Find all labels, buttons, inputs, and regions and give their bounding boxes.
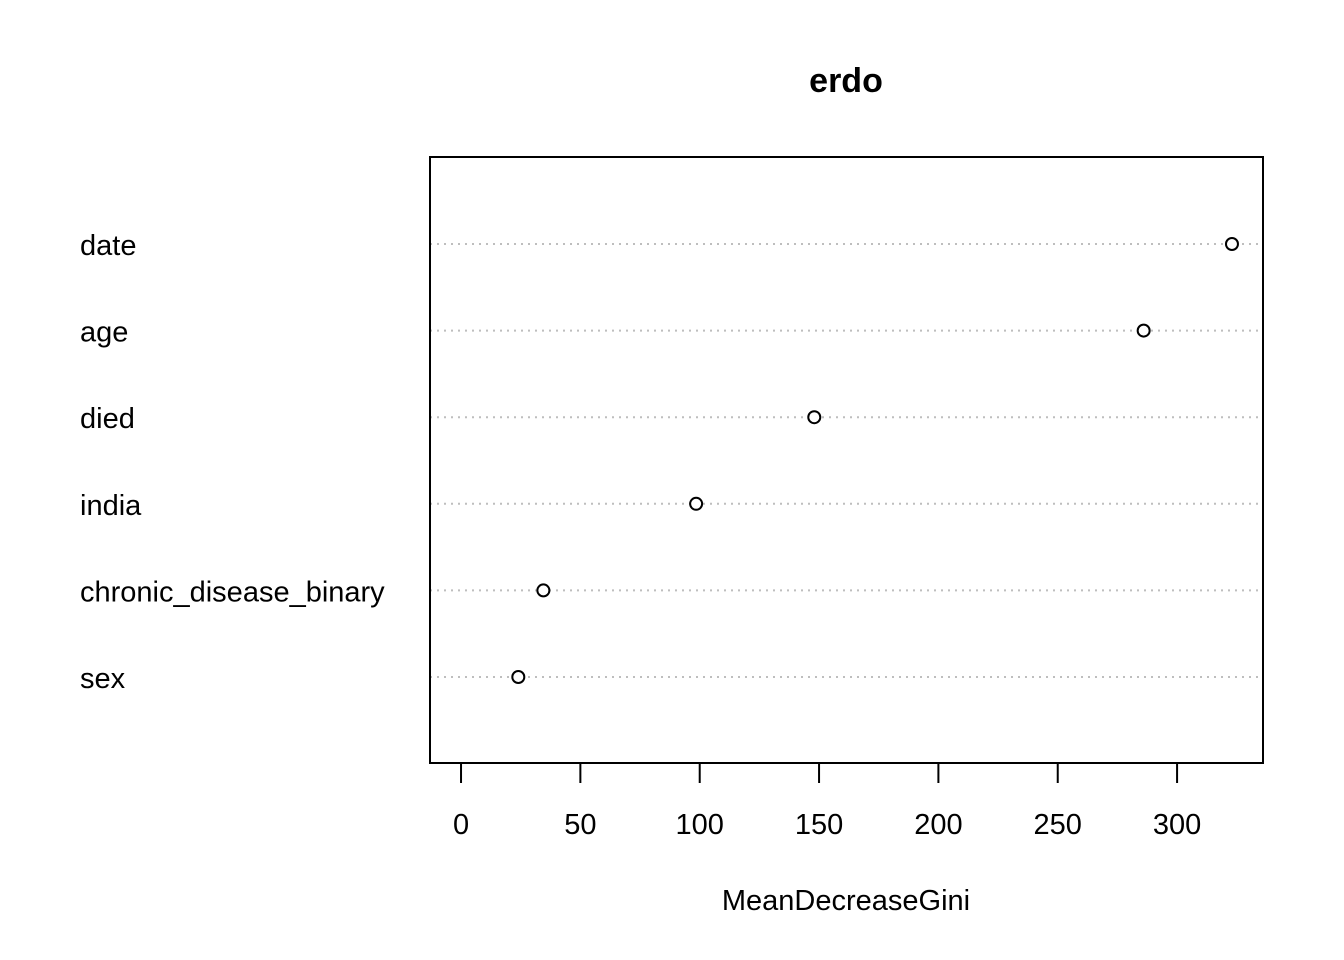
point-date xyxy=(1224,237,1239,251)
category-label-chronic-disease-binary: chronic_disease_binary xyxy=(80,576,385,608)
chart-title: erdo xyxy=(809,62,883,100)
x-axis-title: MeanDecreaseGini xyxy=(722,885,970,917)
x-tick-label-300: 300 xyxy=(1153,809,1201,841)
x-tick-label-250: 250 xyxy=(1034,809,1082,841)
grid-lines xyxy=(430,243,1259,678)
x-tick-label-150: 150 xyxy=(795,809,843,841)
x-axis: 0 50 100 150 200 250 300 xyxy=(453,762,1201,841)
category-label-india: india xyxy=(80,490,142,522)
category-label-age: age xyxy=(80,317,128,349)
data-points xyxy=(511,237,1239,684)
x-tick-label-200: 200 xyxy=(914,809,962,841)
plot-frame xyxy=(429,156,1264,764)
x-tick-label-100: 100 xyxy=(676,809,724,841)
point-india xyxy=(689,496,704,511)
category-label-died: died xyxy=(80,403,135,435)
point-age xyxy=(1136,323,1151,338)
category-label-date: date xyxy=(80,230,136,262)
x-tick-label-0: 0 xyxy=(453,809,469,841)
category-labels: date age died india chronic_disease_binaryse… xyxy=(80,230,385,695)
point-died xyxy=(807,410,822,425)
point-chronic-disease-binary xyxy=(536,583,551,598)
x-tick-label-50: 50 xyxy=(564,809,596,841)
category-label-sex: sex xyxy=(80,663,126,695)
point-sex xyxy=(511,670,526,684)
